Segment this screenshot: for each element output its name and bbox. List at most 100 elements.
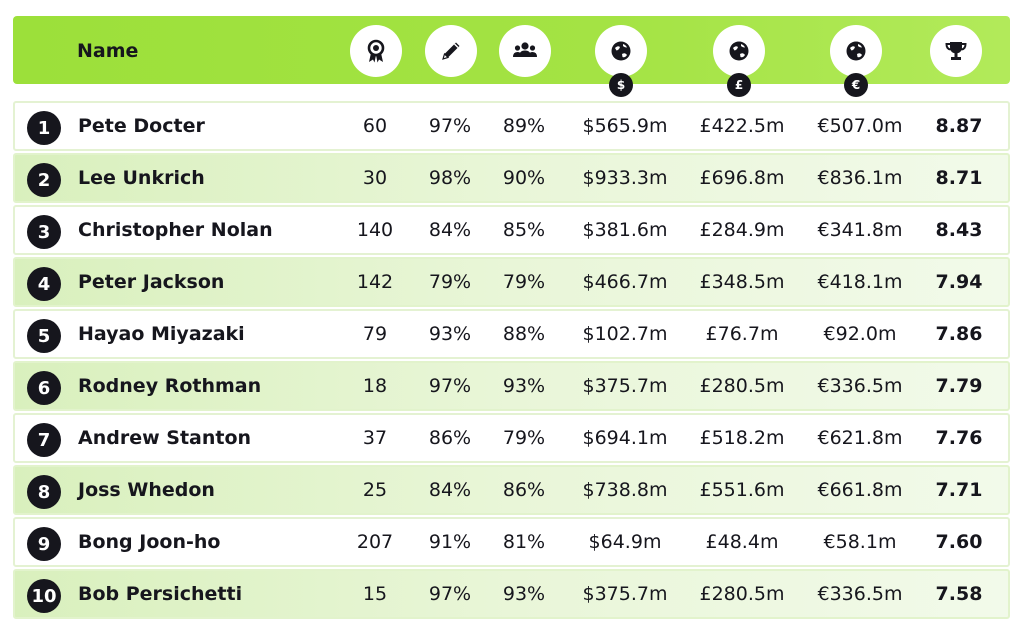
eur-value: €58.1m [823,531,897,553]
audience-value: 79% [502,271,546,293]
critics-value: 98% [428,167,472,189]
director-name: Lee Unkrich [78,167,205,189]
gbp-value: £280.5m [699,375,785,397]
director-name: Hayao Miyazaki [78,323,245,345]
gbp-value: £284.9m [699,219,785,241]
globe-icon [611,41,631,61]
eur-value: €418.1m [817,271,903,293]
critics-value: 97% [428,583,472,605]
eur-currency-badge: € [844,73,868,97]
award-rosette-icon [367,39,385,63]
director-name: Bong Joon-ho [78,531,221,553]
director-name: Peter Jackson [78,271,225,293]
table-row: 9 Bong Joon-ho 207 91% 81% $64.9m £48.4m… [13,517,1010,567]
critics-value: 84% [428,219,472,241]
usd-value: $375.7m [582,583,668,605]
awards-value: 140 [356,219,394,241]
critics-value: 86% [428,427,472,449]
director-name: Bob Persichetti [78,583,243,605]
pencil-icon [442,42,460,60]
score-value: 7.76 [935,427,983,449]
rank-badge: 9 [27,527,61,561]
rank-badge: 3 [27,215,61,249]
box-office-eur-column-header: € [830,25,882,97]
gbp-value: £76.7m [705,323,779,345]
usd-value: $466.7m [582,271,668,293]
usd-value: $694.1m [582,427,668,449]
gbp-value: £518.2m [699,427,785,449]
table-row: 5 Hayao Miyazaki 79 93% 88% $102.7m £76.… [13,309,1010,359]
globe-icon [846,41,866,61]
gbp-value: £696.8m [699,167,785,189]
critics-value: 91% [428,531,472,553]
audience-value: 79% [502,427,546,449]
awards-value: 207 [356,531,394,553]
score-value: 7.71 [935,479,983,501]
score-value: 8.87 [935,115,983,137]
table-row: 4 Peter Jackson 142 79% 79% $466.7m £348… [13,257,1010,307]
table-row: 1 Pete Docter 60 97% 89% $565.9m £422.5m… [13,101,1010,151]
table-row: 7 Andrew Stanton 37 86% 79% $694.1m £518… [13,413,1010,463]
director-name: Pete Docter [78,115,205,137]
awards-value: 25 [362,479,388,501]
director-name: Joss Whedon [78,479,215,501]
awards-value: 79 [362,323,388,345]
box-office-usd-column-header: $ [595,25,647,97]
score-value: 7.94 [935,271,983,293]
box-office-gbp-column-header: £ [713,25,765,97]
awards-value: 37 [362,427,388,449]
awards-value: 18 [362,375,388,397]
gbp-value: £422.5m [699,115,785,137]
usd-value: $64.9m [588,531,662,553]
score-value: 7.79 [935,375,983,397]
usd-value: $738.8m [582,479,668,501]
gbp-currency-badge: £ [727,73,751,97]
director-name: Andrew Stanton [78,427,252,449]
usd-value: $375.7m [582,375,668,397]
table-row: 8 Joss Whedon 25 84% 86% $738.8m £551.6m… [13,465,1010,515]
awards-value: 15 [362,583,388,605]
rank-badge: 2 [27,163,61,197]
critics-value: 97% [428,375,472,397]
eur-value: €621.8m [817,427,903,449]
eur-value: €336.5m [817,583,903,605]
awards-value: 142 [356,271,394,293]
audience-column-header [499,25,551,77]
director-name: Christopher Nolan [78,219,273,241]
rank-badge: 5 [27,319,61,353]
audience-group-icon [513,42,537,57]
eur-value: €836.1m [817,167,903,189]
eur-value: €661.8m [817,479,903,501]
table-row: 10 Bob Persichetti 15 97% 93% $375.7m £2… [13,569,1010,619]
critics-value: 97% [428,115,472,137]
rank-badge: 10 [27,579,61,613]
audience-value: 89% [502,115,546,137]
usd-value: $565.9m [582,115,668,137]
score-value: 8.71 [935,167,983,189]
critics-value: 84% [428,479,472,501]
eur-value: €92.0m [823,323,897,345]
audience-value: 90% [502,167,546,189]
eur-value: €336.5m [817,375,903,397]
score-value: 8.43 [935,219,983,241]
score-value: 7.86 [935,323,983,345]
gbp-value: £551.6m [699,479,785,501]
audience-value: 88% [502,323,546,345]
critics-value: 79% [428,271,472,293]
globe-icon [729,41,749,61]
critics-column-header [425,25,477,77]
usd-value: $381.6m [582,219,668,241]
table-header: Name [13,16,1010,97]
audience-value: 85% [502,219,546,241]
awards-value: 60 [362,115,388,137]
awards-value: 30 [362,167,388,189]
eur-value: €341.8m [817,219,903,241]
rank-badge: 8 [27,475,61,509]
table-row: 6 Rodney Rothman 18 97% 93% $375.7m £280… [13,361,1010,411]
score-column-header [930,25,982,77]
rank-badge: 7 [27,423,61,457]
critics-value: 93% [428,323,472,345]
eur-value: €507.0m [817,115,903,137]
usd-value: $102.7m [582,323,668,345]
awards-column-header [350,25,402,77]
